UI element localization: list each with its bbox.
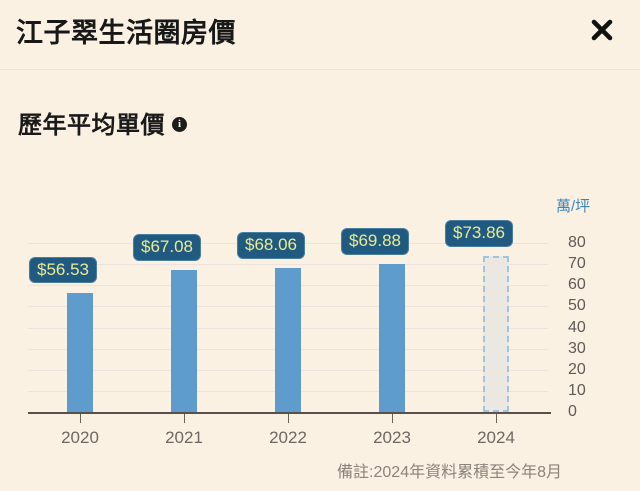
bar-2022[interactable] <box>275 268 301 412</box>
x-axis-tick <box>80 414 81 423</box>
y-axis-tick-label: 10 <box>568 381 586 399</box>
y-axis-tick-label: 0 <box>568 403 577 420</box>
x-axis-label-2020: 2020 <box>61 428 99 447</box>
gridline <box>28 264 548 266</box>
page-title: 江子翠生活圈房價 <box>16 18 236 48</box>
value-label-2022: $68.06 <box>237 232 305 259</box>
x-axis-label-2023: 2023 <box>373 428 411 447</box>
x-axis-tick <box>184 414 185 423</box>
bar-2021[interactable] <box>171 270 197 412</box>
bar-2024[interactable] <box>483 255 509 412</box>
dialog-header: 江子翠生活圈房價 <box>0 0 640 70</box>
x-axis-label-2024: 2024 <box>477 428 515 447</box>
y-axis-tick-label: 40 <box>568 318 586 336</box>
y-axis-tick-label: 80 <box>568 234 586 251</box>
bar-2023[interactable] <box>379 264 405 412</box>
bar-2020[interactable] <box>67 292 93 412</box>
y-axis-unit-label: 萬/坪 <box>556 198 591 215</box>
value-label-2020: $56.53 <box>29 256 97 284</box>
close-button[interactable] <box>586 14 618 46</box>
info-icon[interactable]: i <box>172 117 187 132</box>
y-axis-tick-label: 20 <box>568 360 586 378</box>
x-axis-line <box>28 412 551 414</box>
chart-plot-area <box>28 180 551 430</box>
close-icon <box>586 14 618 46</box>
y-axis-tick-label: 60 <box>568 276 586 294</box>
section-subtitle: 歷年平均單價 i <box>18 105 187 140</box>
x-axis-tick <box>392 414 393 423</box>
y-axis-tick-label: 50 <box>568 297 586 315</box>
gridline <box>28 412 548 413</box>
chart-footnote: 備註:2024年資料累積至今年8月 <box>337 464 562 481</box>
x-axis-tick <box>496 414 497 423</box>
bar-chart: 萬/坪 0 10 20 30 40 50 60 70 80 $56.53 2020 $67.08 202… <box>0 180 640 447</box>
value-label-2021: $67.08 <box>133 234 201 261</box>
x-axis-label-2022: 2022 <box>269 428 307 447</box>
y-axis-tick-label: 70 <box>568 255 586 273</box>
x-axis-label-2021: 2021 <box>165 428 203 447</box>
subtitle-label: 歷年平均單價 <box>18 112 165 139</box>
value-label-2023: $69.88 <box>341 228 409 255</box>
y-axis-tick-label: 30 <box>568 339 586 357</box>
x-axis-tick <box>288 414 289 423</box>
value-label-2024: $73.86 <box>445 219 513 247</box>
